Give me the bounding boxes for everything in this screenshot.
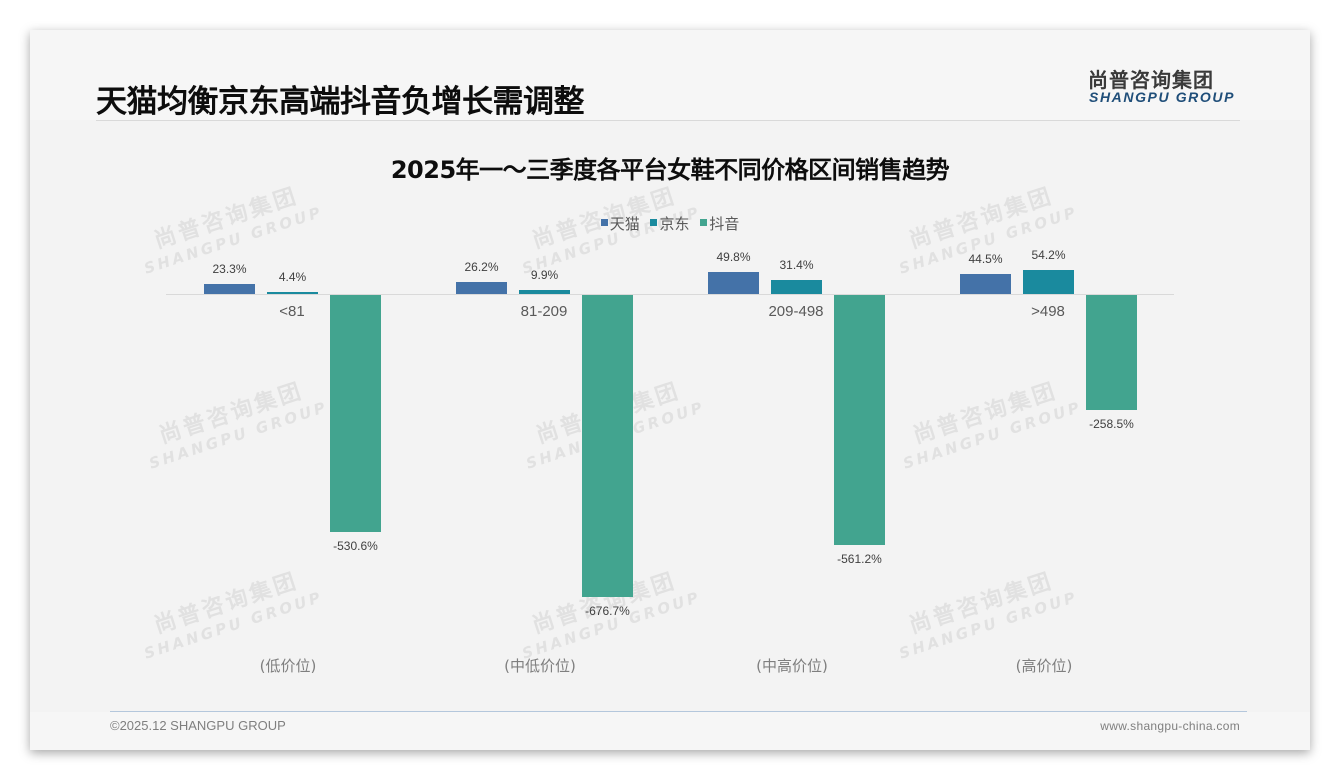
bar-jd (1023, 269, 1074, 294)
price-tier-label: (低价位) (259, 657, 317, 675)
data-label: 9.9% (530, 267, 559, 282)
bar-douyin (1086, 295, 1137, 411)
footer-copyright: ©2025.12 SHANGPU GROUP (110, 718, 286, 733)
legend-item-tmall: 天猫 (600, 213, 640, 234)
chart-legend: 天猫 京东 抖音 (30, 213, 1310, 234)
category-label: 209-498 (768, 303, 824, 320)
bar-jd (519, 289, 570, 294)
legend-item-douyin: 抖音 (700, 213, 739, 234)
bar-douyin (582, 295, 633, 597)
bar-douyin (330, 295, 381, 532)
data-label: -561.2% (837, 552, 882, 567)
chart-title: 2025年一～三季度各平台女鞋不同价格区间销售趋势 (390, 156, 950, 184)
bar-tmall (708, 271, 759, 294)
data-label: 54.2% (1031, 247, 1066, 262)
page-title: 天猫均衡京东高端抖音负增长需调整 (96, 84, 585, 120)
data-label: 23.3% (212, 261, 247, 276)
bar-tmall (960, 274, 1011, 294)
slide: 天猫均衡京东高端抖音负增长需调整 尚普咨询集团 SHANGPU GROUP 尚普… (30, 30, 1310, 750)
footer-band (30, 712, 1310, 750)
legend-item-jd: 京东 (650, 213, 690, 234)
price-tier-label: (中高价位) (756, 657, 828, 675)
data-label: 26.2% (464, 260, 499, 275)
price-tier-label: (中低价位) (504, 657, 576, 675)
data-label: 31.4% (779, 257, 814, 272)
legend-swatch-tmall (600, 219, 608, 226)
data-label: 44.5% (968, 252, 1003, 267)
footer-divider (110, 711, 1247, 712)
category-label: 81-209 (520, 303, 568, 320)
bar-jd (771, 279, 822, 294)
footer-website: www.shangpu-china.com (1100, 719, 1240, 733)
bar-jd (267, 292, 318, 294)
data-label: -530.6% (333, 538, 378, 553)
bar-tmall (204, 283, 255, 294)
title-divider (96, 120, 1240, 121)
price-tier-label: (高价位) (1015, 657, 1073, 675)
legend-swatch-douyin (700, 219, 708, 226)
data-label: -258.5% (1089, 417, 1134, 432)
data-label: -676.7% (585, 603, 630, 618)
logo-text-cn: 尚普咨询集团 (1088, 68, 1214, 92)
category-label: <81 (279, 303, 305, 320)
bar-tmall (456, 282, 507, 294)
header-band (30, 30, 1310, 120)
logo-text-en: SHANGPU GROUP (1089, 89, 1236, 105)
data-label: 49.8% (716, 249, 751, 264)
category-label: >498 (1031, 303, 1065, 320)
x-axis-line (166, 294, 1174, 295)
legend-swatch-jd (650, 219, 658, 226)
bar-douyin (834, 295, 885, 546)
data-label: 4.4% (278, 270, 307, 284)
